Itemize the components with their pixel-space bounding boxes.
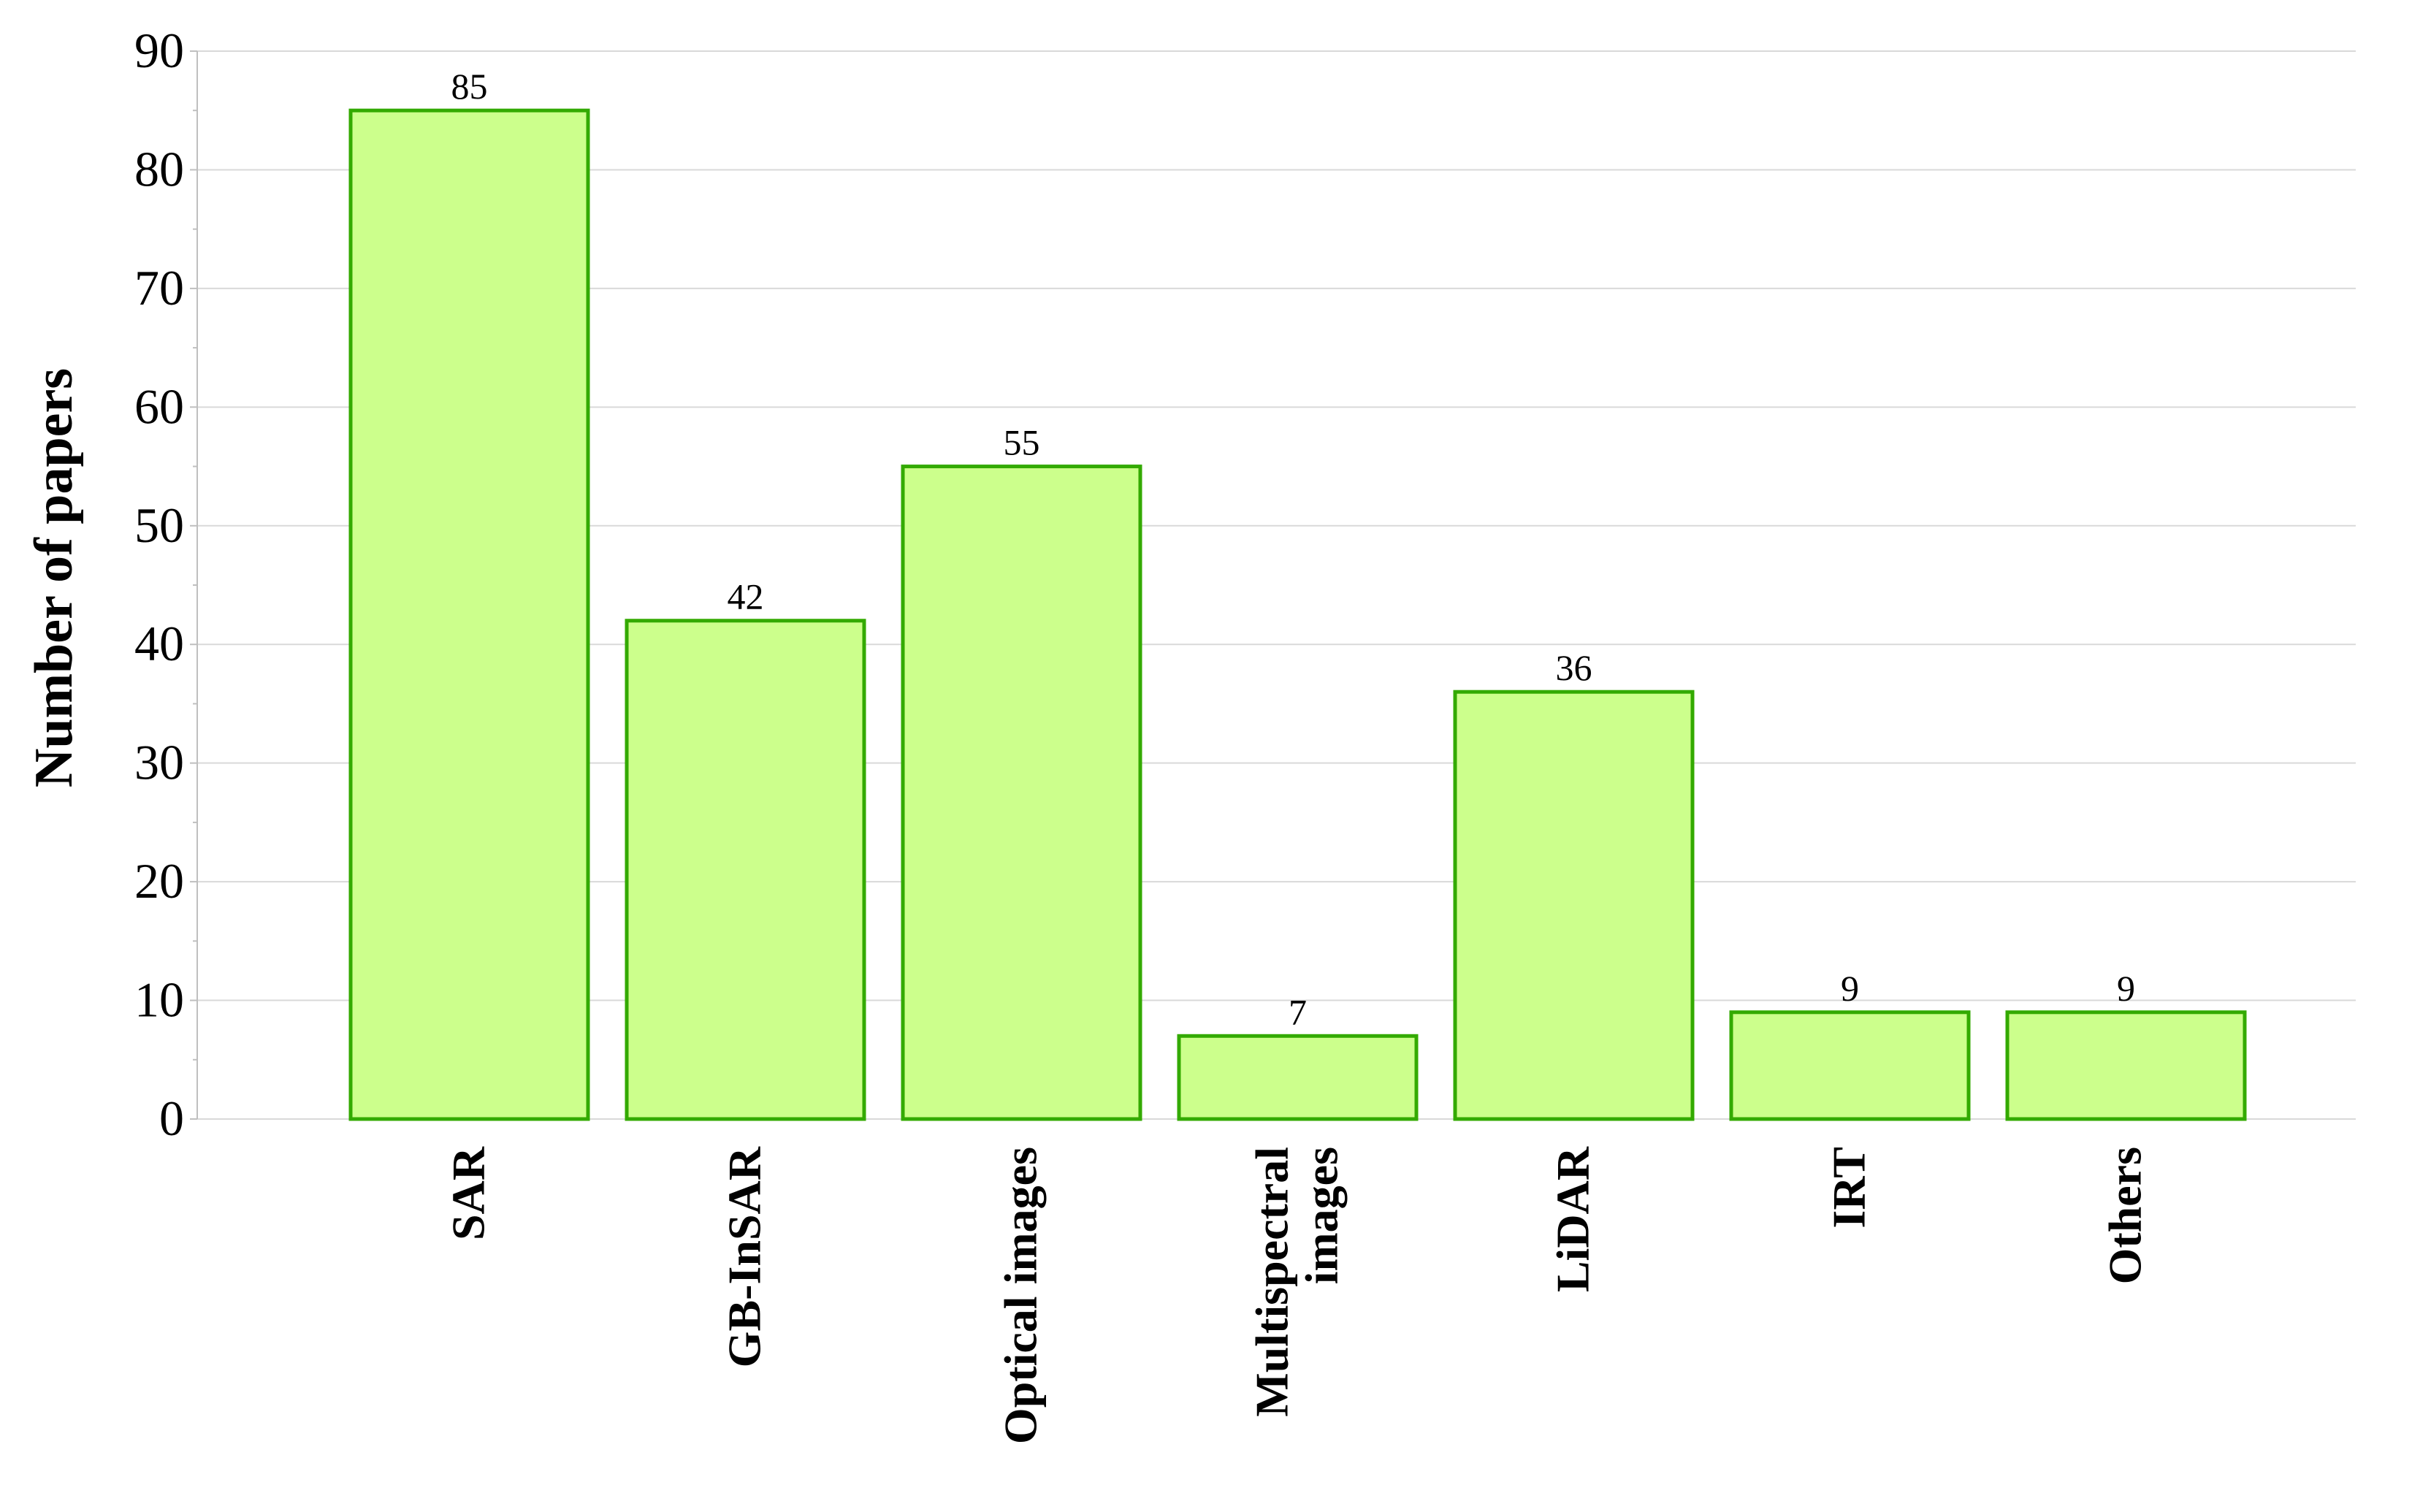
data-label: 85 [451, 66, 488, 107]
x-tick-label-line: Others [2099, 1147, 2151, 1284]
bar-lidar [1453, 690, 1695, 1121]
data-label: 9 [1841, 968, 1859, 1009]
y-tick-label: 50 [134, 497, 184, 553]
y-tick-label: 0 [159, 1091, 184, 1146]
bar-gb-insar [625, 619, 866, 1121]
y-tick-label: 30 [134, 735, 184, 790]
bars [348, 108, 2247, 1121]
y-tick-label: 20 [134, 853, 184, 909]
x-tick-label-line: LiDAR [1547, 1146, 1599, 1292]
bar-optical-images [901, 465, 1142, 1121]
y-tick-label: 80 [134, 141, 184, 196]
bar-irt [1729, 1010, 1971, 1121]
x-tick-label-line: GB-InSAR [719, 1146, 771, 1367]
x-tick-label: SAR [443, 1146, 495, 1240]
data-label: 7 [1289, 991, 1307, 1032]
labels: 0 10 20 30 40 50 60 70 80 90 85 SAR 42 GB-InSAR 55 Opti… [134, 23, 2151, 1444]
data-label: 55 [1004, 422, 1040, 463]
data-label: 9 [2117, 968, 2135, 1009]
axes [190, 50, 198, 1120]
x-tick-label: Others [2099, 1147, 2151, 1284]
bar-multispectral-images [1177, 1034, 1419, 1121]
x-tick-label-line: SAR [443, 1146, 495, 1240]
y-tick-label: 40 [134, 616, 184, 671]
bar-others [2005, 1010, 2247, 1121]
x-tick-label: LiDAR [1547, 1146, 1599, 1292]
x-tick-label-line: images [1296, 1147, 1348, 1284]
x-tick-label: Optical images [995, 1147, 1047, 1444]
data-label: 42 [728, 576, 764, 617]
y-tick-label: 90 [134, 23, 184, 78]
y-tick-label: 70 [134, 260, 184, 316]
y-tick-label: 60 [134, 378, 184, 434]
x-tick-label: GB-InSAR [719, 1146, 771, 1367]
data-label: 36 [1556, 647, 1592, 688]
x-tick-label-line: Multispectral [1246, 1147, 1298, 1417]
x-tick-label: IRT [1823, 1147, 1875, 1229]
x-tick-label: Multispectralimages [1246, 1147, 1348, 1417]
x-tick-label-line: IRT [1823, 1147, 1875, 1229]
x-tick-label-line: Optical images [995, 1147, 1047, 1444]
bar-sar [348, 108, 590, 1121]
y-tick-label: 10 [134, 972, 184, 1028]
y-axis-title: Number of papers [24, 368, 84, 787]
